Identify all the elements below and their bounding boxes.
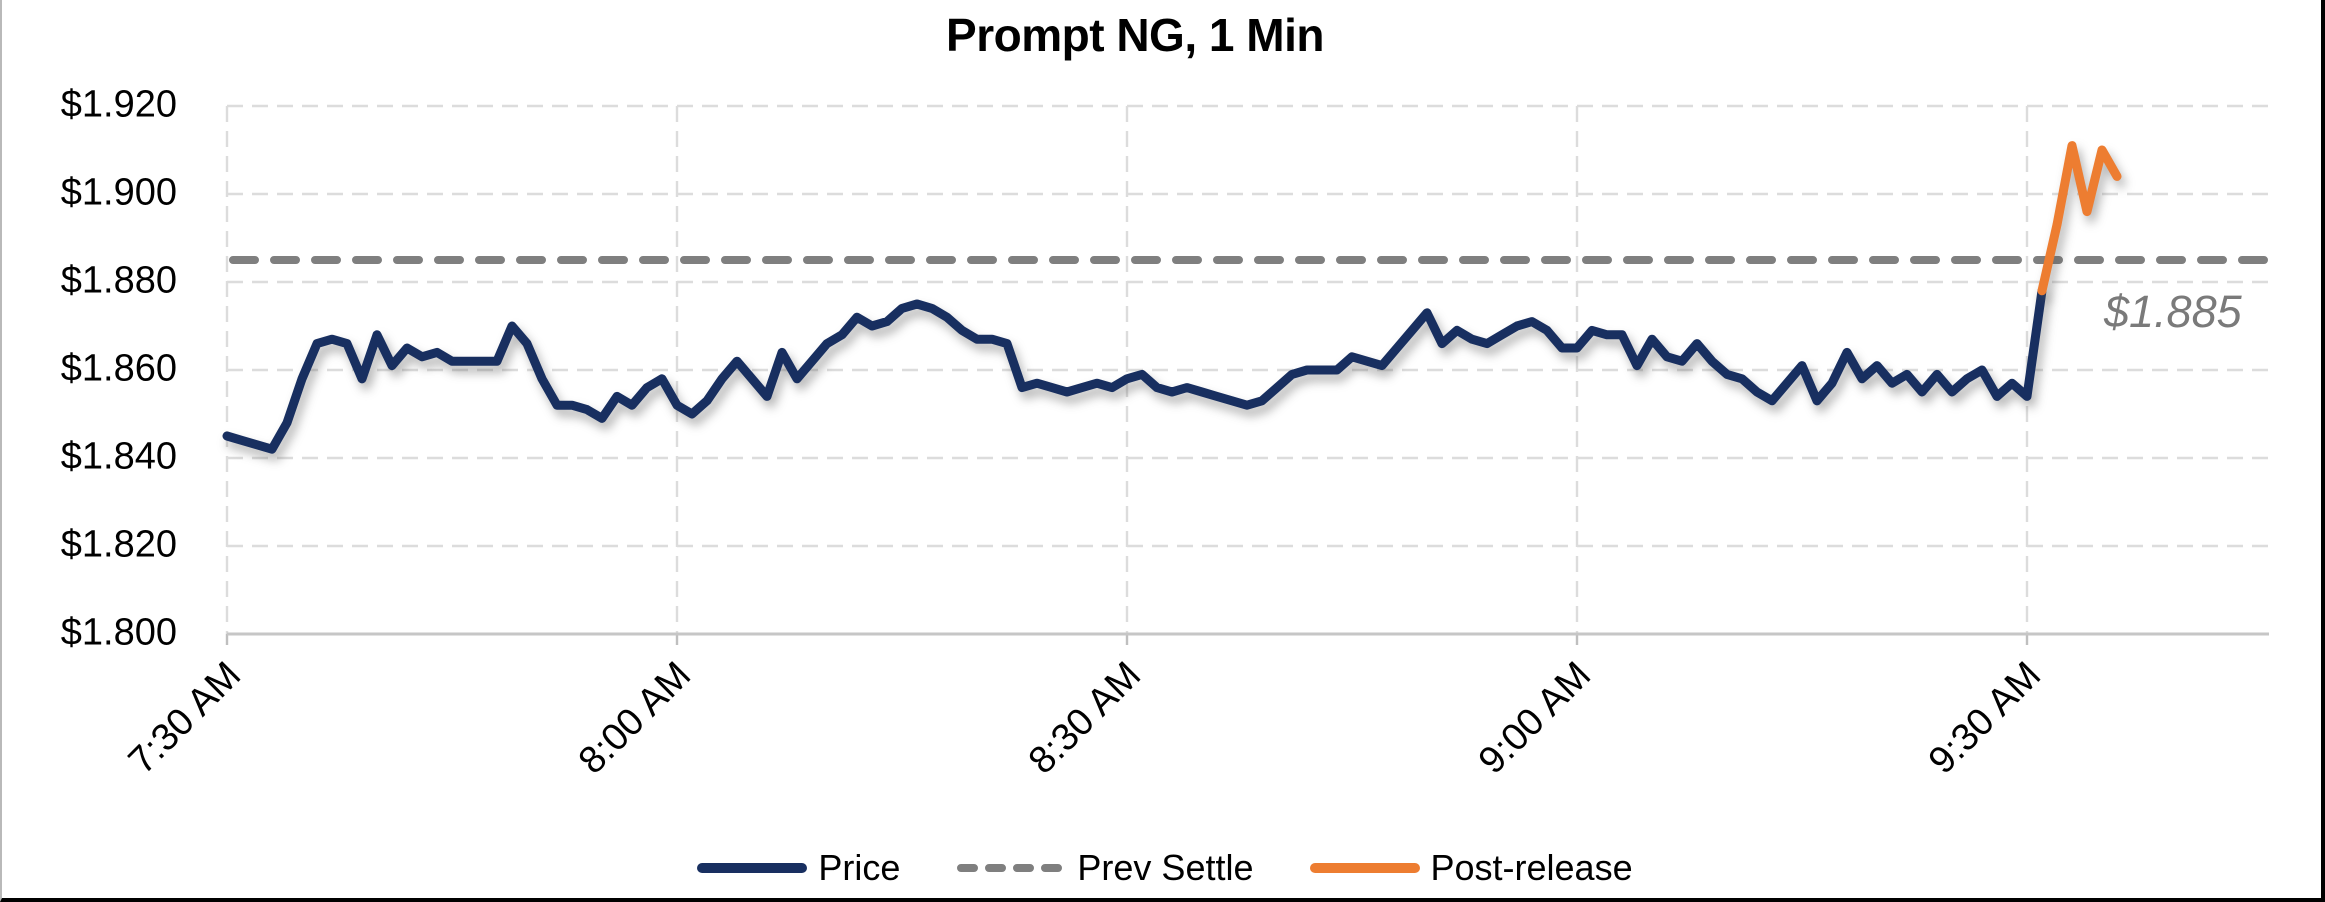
solid-line-swatch-icon	[1309, 863, 1420, 873]
dashed-line-swatch-icon	[957, 864, 1066, 872]
y-axis-tick-label: $1.900	[60, 171, 177, 214]
y-axis-tick-label: $1.880	[60, 259, 177, 302]
solid-line-swatch-icon	[697, 863, 808, 873]
legend-label: Prev Settle	[1077, 847, 1254, 888]
y-axis-tick-label: $1.800	[60, 611, 177, 654]
legend-item-prev-settle: Prev Settle	[955, 847, 1254, 889]
legend-item-post-release: Post-release	[1309, 847, 1633, 889]
legend-item-price: Price	[696, 847, 900, 889]
series-line-price	[222, 286, 2047, 454]
chart-title: Prompt NG, 1 Min	[946, 9, 1324, 61]
y-axis-tick-label: $1.820	[60, 523, 177, 566]
y-axis-tick-label: $1.860	[60, 347, 177, 390]
series-line-post-release	[2037, 141, 2122, 296]
legend-label: Post-release	[1430, 847, 1633, 888]
legend-label: Price	[818, 847, 901, 888]
y-axis-tick-label: $1.920	[60, 83, 177, 126]
prev-settle-annotation: $1.885	[2104, 286, 2242, 337]
legend: Price Prev Settle Post-release	[2, 844, 2321, 892]
y-axis-tick-label: $1.840	[60, 435, 177, 478]
